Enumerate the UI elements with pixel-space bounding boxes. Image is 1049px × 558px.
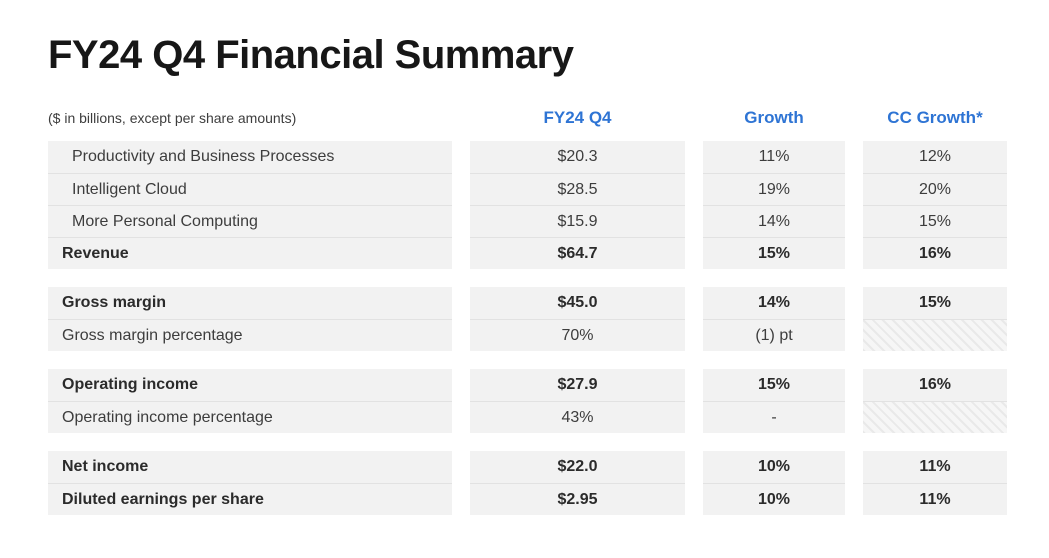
- table-section: Gross margin $45.0 14% 15% Gross margin perc…: [48, 287, 1049, 351]
- cell-cc-growth: 20%: [863, 173, 1007, 205]
- row-label: Net income: [48, 451, 452, 483]
- hatched-cell: [863, 319, 1007, 351]
- table-row: Operating income $27.9 15% 16%: [48, 369, 1049, 401]
- cell-growth: 14%: [703, 287, 845, 319]
- table-row: Operating income percentage 43% -: [48, 401, 1049, 433]
- table-row: More Personal Computing $15.9 14% 15%: [48, 205, 1049, 237]
- cell-fy24q4: $64.7: [470, 237, 685, 269]
- cell-fy24q4: $27.9: [470, 369, 685, 401]
- cell-fy24q4: 70%: [470, 319, 685, 351]
- table-row: Gross margin $45.0 14% 15%: [48, 287, 1049, 319]
- cell-fy24q4: $28.5: [470, 173, 685, 205]
- cell-growth: 14%: [703, 205, 845, 237]
- cell-cc-growth: 11%: [863, 483, 1007, 515]
- cell-growth: (1) pt: [703, 319, 845, 351]
- cell-growth: 19%: [703, 173, 845, 205]
- table-row: Revenue $64.7 15% 16%: [48, 237, 1049, 269]
- table-row: Diluted earnings per share $2.95 10% 11%: [48, 483, 1049, 515]
- cell-growth: 11%: [703, 141, 845, 173]
- cell-cc-growth: 16%: [863, 369, 1007, 401]
- row-label: Operating income: [48, 369, 452, 401]
- table-row: Intelligent Cloud $28.5 19% 20%: [48, 173, 1049, 205]
- slide: FY24 Q4 Financial Summary ($ in billions…: [48, 33, 1049, 515]
- cell-growth: 15%: [703, 237, 845, 269]
- row-label: More Personal Computing: [48, 205, 452, 237]
- cell-fy24q4: $20.3: [470, 141, 685, 173]
- cell-growth: 10%: [703, 451, 845, 483]
- row-label: Diluted earnings per share: [48, 483, 452, 515]
- table-header: ($ in billions, except per share amounts…: [48, 108, 1007, 141]
- cell-fy24q4: $15.9: [470, 205, 685, 237]
- table-row: Gross margin percentage 70% (1) pt: [48, 319, 1049, 351]
- cell-cc-growth: 15%: [863, 205, 1007, 237]
- column-header-cc-growth: CC Growth*: [887, 108, 983, 127]
- cell-fy24q4: $22.0: [470, 451, 685, 483]
- cell-growth: 10%: [703, 483, 845, 515]
- hatched-cell: [863, 401, 1007, 433]
- cell-fy24q4: $45.0: [470, 287, 685, 319]
- row-label: Gross margin: [48, 287, 452, 319]
- row-label: Revenue: [48, 237, 452, 269]
- cell-fy24q4: 43%: [470, 401, 685, 433]
- cell-growth: -: [703, 401, 845, 433]
- column-header-fy24-q4: FY24 Q4: [543, 108, 612, 127]
- cell-cc-growth: 16%: [863, 237, 1007, 269]
- cell-fy24q4: $2.95: [470, 483, 685, 515]
- table-section: Productivity and Business Processes $20.3…: [48, 141, 1049, 269]
- row-label: Operating income percentage: [48, 401, 452, 433]
- table-row: Net income $22.0 10% 11%: [48, 451, 1049, 483]
- financial-table: Productivity and Business Processes $20.3…: [48, 141, 1049, 515]
- cell-cc-growth: 11%: [863, 451, 1007, 483]
- cell-growth: 15%: [703, 369, 845, 401]
- row-label: Intelligent Cloud: [48, 173, 452, 205]
- units-note: ($ in billions, except per share amounts…: [48, 110, 297, 126]
- column-header-growth: Growth: [744, 108, 804, 127]
- row-label: Gross margin percentage: [48, 319, 452, 351]
- row-label: Productivity and Business Processes: [48, 141, 452, 173]
- page-title: FY24 Q4 Financial Summary: [48, 33, 574, 77]
- cell-cc-growth: 15%: [863, 287, 1007, 319]
- cell-cc-growth: 12%: [863, 141, 1007, 173]
- table-section: Operating income $27.9 15% 16% Operating inc…: [48, 369, 1049, 433]
- table-row: Productivity and Business Processes $20.3…: [48, 141, 1049, 173]
- table-section: Net income $22.0 10% 11% Diluted earnings pe…: [48, 451, 1049, 515]
